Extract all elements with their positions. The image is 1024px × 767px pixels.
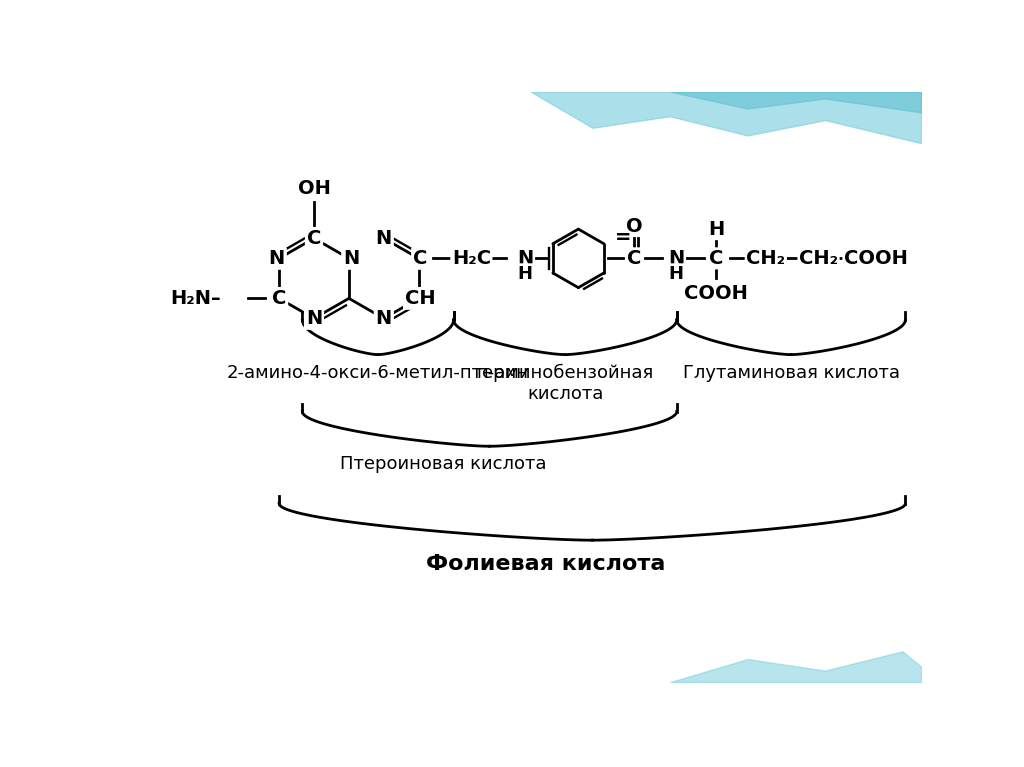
Text: H: H bbox=[669, 265, 683, 283]
Text: C: C bbox=[307, 229, 322, 248]
Polygon shape bbox=[671, 92, 922, 113]
Text: Фолиевая кислота: Фолиевая кислота bbox=[426, 554, 666, 574]
Text: CH₂: CH₂ bbox=[799, 249, 838, 268]
Text: COOH: COOH bbox=[684, 285, 749, 303]
Text: N: N bbox=[668, 249, 684, 268]
Text: C: C bbox=[709, 249, 723, 268]
Text: Птероиновая кислота: Птероиновая кислота bbox=[340, 456, 546, 473]
Polygon shape bbox=[671, 652, 922, 683]
Text: CH₂: CH₂ bbox=[746, 249, 785, 268]
Polygon shape bbox=[531, 92, 922, 143]
Text: п-аминобензойная
кислота: п-аминобензойная кислота bbox=[476, 364, 653, 403]
Text: H₂C: H₂C bbox=[452, 249, 490, 268]
Text: Глутаминовая кислота: Глутаминовая кислота bbox=[683, 364, 899, 382]
Text: N: N bbox=[376, 309, 392, 328]
Text: H: H bbox=[709, 219, 724, 239]
Text: CH: CH bbox=[404, 289, 435, 308]
Text: H: H bbox=[517, 265, 532, 283]
Text: N: N bbox=[517, 249, 534, 268]
Text: H₂N–: H₂N– bbox=[170, 289, 221, 308]
Text: N: N bbox=[306, 309, 323, 328]
Text: =: = bbox=[615, 228, 632, 247]
Text: O: O bbox=[626, 216, 642, 235]
Text: C: C bbox=[627, 249, 641, 268]
Text: OH: OH bbox=[298, 179, 331, 198]
Text: N: N bbox=[343, 249, 359, 268]
Text: C: C bbox=[272, 289, 287, 308]
Text: 2-амино-4-окси-6-метил-птерин: 2-амино-4-окси-6-метил-птерин bbox=[227, 364, 529, 382]
Text: N: N bbox=[376, 229, 392, 248]
Text: COOH: COOH bbox=[844, 249, 908, 268]
Text: C: C bbox=[413, 249, 427, 268]
Text: N: N bbox=[268, 249, 285, 268]
